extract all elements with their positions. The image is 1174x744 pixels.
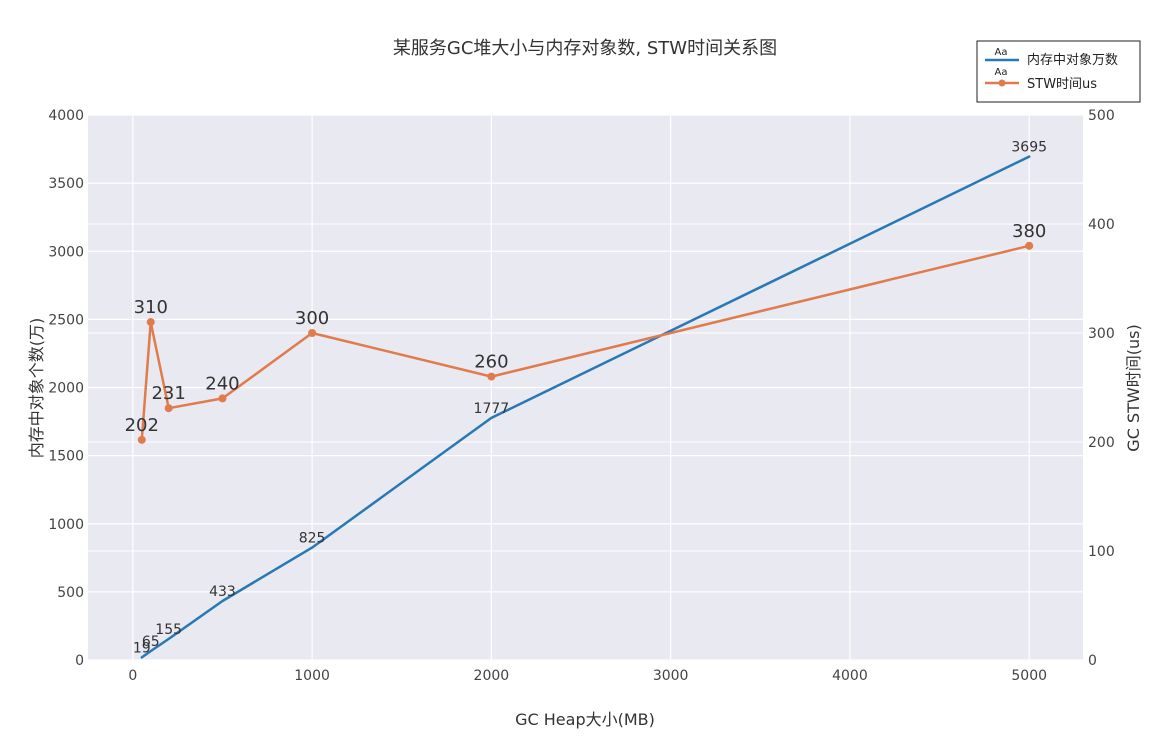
series-1-data-label: 825 [299, 531, 326, 547]
series-1-data-label: 19 [133, 640, 151, 656]
series-2-data-label: 202 [125, 415, 159, 436]
y-tick-label: 1500 [48, 449, 84, 465]
x-tick-label: 5000 [1011, 668, 1047, 684]
legend: Aa 内存中对象万数 Aa STW时间us [976, 40, 1141, 103]
legend-glyph-1: Aa [995, 47, 1008, 58]
series-2-data-label: 310 [134, 297, 168, 318]
x-axis-title: GC Heap大小(MB) [515, 710, 655, 729]
legend-marker-stw [998, 79, 1006, 87]
y-tick-label: 3500 [48, 176, 84, 192]
y2-axis-title: GC STW时间(us) [1124, 324, 1143, 451]
y-tick-label: 2500 [48, 312, 84, 328]
axes: 0 1000 2000 3000 4000 50000500100015002000250… [48, 108, 1114, 684]
series-1-data-label: 3695 [1011, 140, 1047, 156]
y-tick-label: 4000 [48, 108, 84, 124]
y2-tick-label: 100 [1088, 544, 1115, 560]
grid [88, 114, 1083, 661]
series-2-data-label: 380 [1012, 221, 1046, 242]
y-tick-label: 0 [75, 653, 84, 669]
series-2-point [164, 404, 173, 413]
series-line-1 [140, 155, 1031, 659]
x-tick-label: 4000 [832, 668, 868, 684]
y2-tick-label: 500 [1088, 108, 1115, 124]
y-tick-label: 3000 [48, 244, 84, 260]
series-2-data-label: 260 [474, 352, 508, 373]
series-2-point [218, 394, 227, 403]
x-tick-label: 3000 [653, 668, 689, 684]
x-tick-label: 2000 [474, 668, 510, 684]
series-2-point [146, 318, 155, 327]
legend-glyph-2: Aa [995, 67, 1008, 78]
series-2-data-label: 300 [295, 308, 329, 329]
series-2-point [487, 372, 496, 381]
y-axis-title: 内存中对象个数(万) [27, 318, 46, 459]
series-1-data-label: 1777 [474, 401, 510, 417]
y2-tick-label: 400 [1088, 217, 1115, 233]
y-tick-label: 2000 [48, 381, 84, 397]
y-tick-label: 500 [57, 585, 84, 601]
y2-tick-label: 300 [1088, 326, 1115, 342]
series-2-data-label: 231 [151, 383, 185, 404]
series-1-data-label: 155 [155, 622, 182, 638]
chart-title: 某服务GC堆大小与内存对象数, STW时间关系图 [393, 38, 777, 59]
x-tick-label: 1000 [294, 668, 330, 684]
y2-tick-label: 0 [1088, 653, 1097, 669]
series-2-point [308, 329, 317, 337]
series-layer [137, 155, 1034, 659]
series-2-point [137, 435, 146, 444]
series-2-point [1025, 241, 1034, 250]
legend-box [976, 40, 1141, 103]
legend-label-stw: STW时间us [1027, 77, 1097, 92]
y2-tick-label: 200 [1088, 435, 1115, 451]
series-1-data-label: 433 [209, 584, 236, 600]
y-tick-label: 1000 [48, 517, 84, 533]
legend-label-objects: 内存中对象万数 [1027, 52, 1118, 68]
x-tick-label: 0 [128, 668, 137, 684]
series-1-data-label: 65 [142, 634, 160, 650]
series-2-data-label: 240 [205, 373, 239, 394]
